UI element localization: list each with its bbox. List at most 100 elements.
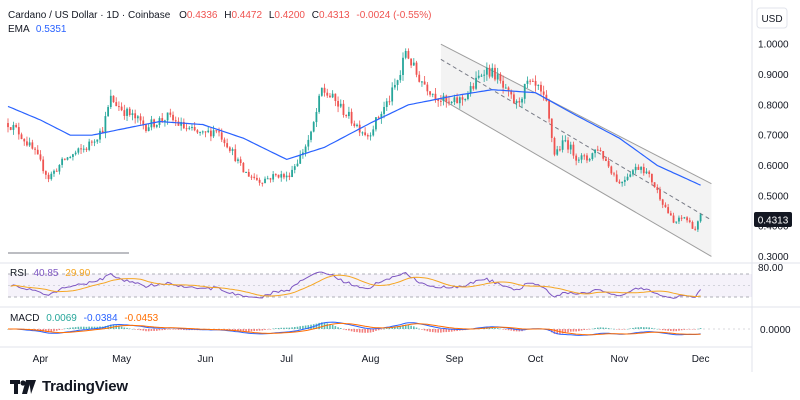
candle: [572, 141, 575, 159]
macd-histogram-bar: [407, 324, 410, 329]
symbol-title[interactable]: Cardano / US Dollar · 1D · Coinbase: [8, 10, 171, 21]
candle-body: [437, 99, 440, 101]
macd-histogram-bar: [128, 328, 131, 330]
candle: [77, 147, 80, 155]
macd-line-value: -0.0384: [84, 313, 118, 324]
macd-zero-label: 0.0000: [760, 325, 791, 336]
candle-body: [112, 95, 115, 103]
macd-histogram-bar: [153, 329, 155, 331]
candle: [99, 128, 101, 143]
macd-histogram-bar: [624, 329, 626, 330]
candle: [112, 95, 115, 103]
ema-line: [7, 89, 701, 186]
macd-histogram-bar: [626, 328, 629, 330]
macd-histogram-bar: [64, 328, 66, 330]
candle-body: [261, 182, 264, 184]
rsi-label[interactable]: RSI: [10, 268, 27, 279]
candle-body: [34, 148, 36, 150]
candle-body: [36, 149, 39, 155]
candle: [423, 76, 426, 85]
ema-label[interactable]: EMA: [8, 24, 30, 35]
candle-body: [353, 123, 356, 127]
currency-button[interactable]: USD: [756, 7, 788, 29]
macd-histogram-bar: [237, 329, 239, 331]
candle-body: [304, 146, 307, 153]
macd-histogram-bar: [667, 329, 669, 331]
candle: [280, 170, 283, 182]
candle: [356, 123, 358, 128]
candle: [172, 111, 174, 122]
candle: [385, 98, 388, 111]
macd-histogram-bar: [326, 323, 329, 329]
macd-histogram-bar: [440, 329, 442, 333]
last-price-badge: 0.4313: [754, 212, 792, 227]
candle-body: [640, 166, 642, 170]
svg-text:RSI 40.85 29.90: RSI 40.85 29.90: [10, 268, 91, 279]
candle-body: [431, 93, 434, 95]
macd-histogram-bar: [634, 327, 637, 329]
candle-body: [126, 108, 128, 116]
rsi-pane[interactable]: RSI 40.85 29.90 80.00: [8, 263, 783, 299]
candle-body: [531, 80, 534, 82]
macd-pane[interactable]: MACD 0.0069 -0.0384 -0.0453 0.0000: [7, 313, 791, 336]
time-axis[interactable]: Apr May Jun Jul Aug Sep Oct Nov Dec: [33, 354, 710, 365]
candle-body: [391, 87, 394, 102]
candle: [15, 123, 18, 129]
candle: [575, 153, 578, 166]
tradingview-logo[interactable]: TradingView: [10, 378, 128, 395]
candle: [361, 131, 364, 136]
macd-histogram-bar: [672, 329, 675, 332]
macd-histogram-bar: [293, 326, 296, 329]
candle: [472, 82, 475, 91]
candle-body: [393, 84, 396, 88]
macd-histogram-bar: [302, 325, 304, 329]
macd-histogram-bar: [377, 329, 380, 331]
macd-histogram-bar: [253, 329, 255, 332]
macd-histogram-bar: [375, 329, 377, 331]
macd-histogram-bar: [505, 329, 507, 330]
candle: [580, 153, 583, 164]
candle: [256, 174, 258, 181]
candle: [34, 147, 36, 155]
candle-body: [288, 175, 291, 178]
candle-body: [561, 140, 564, 150]
candle-body: [120, 106, 123, 111]
candle-body: [136, 116, 139, 119]
macd-label[interactable]: MACD: [10, 313, 39, 324]
candle-body: [61, 158, 64, 165]
candle: [504, 83, 507, 89]
price-axis[interactable]: 1.0000 0.9000 0.8000 0.7000 0.6000 0.5000 0.40…: [758, 40, 789, 263]
candle: [480, 73, 483, 78]
macd-histogram-bar: [80, 326, 82, 329]
candle: [632, 168, 634, 177]
candle-body: [439, 100, 442, 102]
macd-histogram-bar: [385, 328, 388, 329]
candle-body: [521, 98, 523, 103]
macd-histogram-bar: [296, 326, 299, 329]
candle: [31, 139, 34, 150]
candle-body: [245, 171, 247, 173]
macd-histogram-bar: [659, 329, 661, 330]
candle: [594, 149, 596, 158]
candle-body: [147, 127, 150, 132]
candle-body: [450, 101, 453, 103]
candle: [667, 204, 670, 214]
macd-histogram-bar: [47, 329, 50, 333]
rsi-lines: [10, 271, 701, 299]
candle-body: [280, 174, 283, 178]
candlesticks: [7, 48, 702, 232]
candle: [653, 182, 656, 188]
candle-body: [504, 87, 507, 89]
candle: [131, 109, 134, 121]
candle-body: [615, 174, 618, 182]
candle-body: [691, 222, 694, 229]
macd-histogram-bar: [596, 327, 599, 329]
macd-histogram-bar: [264, 329, 266, 330]
candle: [675, 221, 678, 224]
macd-histogram-bar: [93, 326, 96, 329]
candle: [683, 216, 686, 219]
candle: [569, 141, 572, 155]
candle: [120, 102, 123, 112]
descending-channel[interactable]: [440, 43, 712, 257]
